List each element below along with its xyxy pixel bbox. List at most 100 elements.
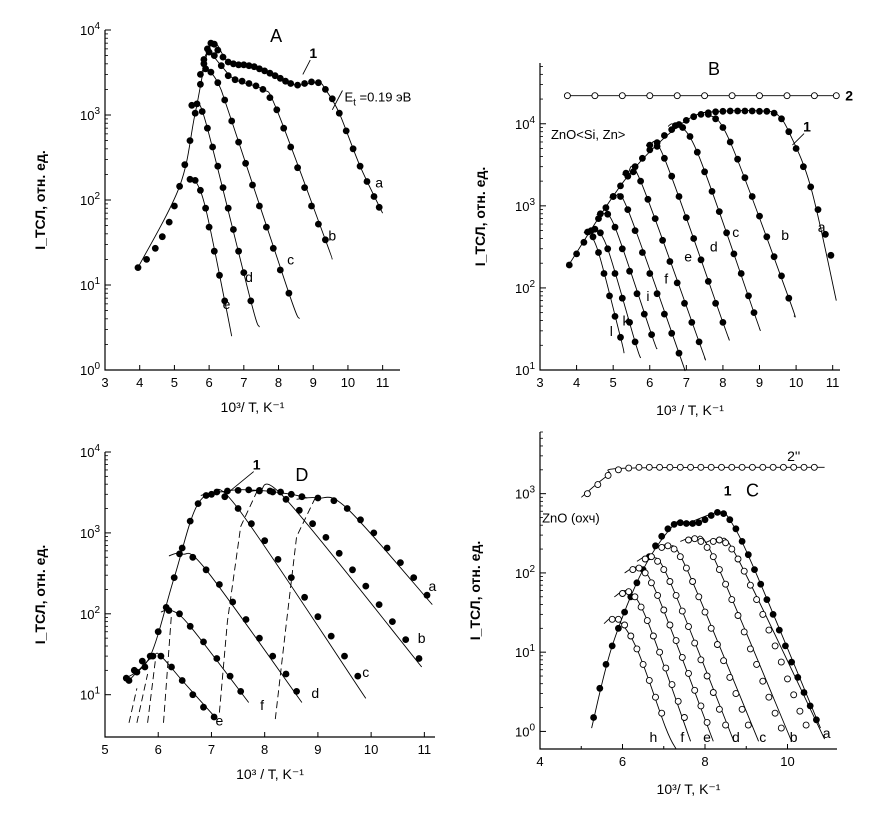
data-point-1 [800, 689, 808, 696]
data-point-2'' [625, 464, 633, 472]
data-point-a [646, 146, 654, 154]
data-point-2'' [666, 463, 674, 471]
data-point-l [584, 228, 591, 236]
data-point-a [631, 163, 639, 171]
data-point-e [641, 569, 649, 577]
data-point-d [668, 172, 676, 180]
data-point-1 [146, 652, 154, 660]
data-point-1 [122, 674, 130, 682]
data-point-l [595, 249, 602, 256]
y-axis-title: I_ТСЛ, отн. ед. [467, 541, 483, 640]
data-point-c [235, 138, 243, 146]
series-label-2: 2 [845, 88, 853, 104]
data-point-c [730, 250, 738, 258]
data-point-1 [726, 516, 734, 524]
data-point-a [784, 675, 791, 683]
data-point-b [771, 709, 779, 717]
axes-frame [104, 30, 400, 371]
data-point-b [728, 596, 736, 604]
series-label-e: e [216, 712, 224, 728]
data-point-d [242, 616, 250, 623]
data-point-f [609, 193, 617, 200]
data-point-a [661, 132, 668, 139]
data-point-c [750, 309, 758, 316]
data-point-f [213, 655, 221, 662]
data-point-b [375, 601, 383, 608]
data-point-1 [202, 492, 210, 499]
panel-title: C [746, 480, 759, 500]
data-point-a [740, 567, 748, 575]
data-point-e [186, 175, 194, 183]
data-point-d [216, 581, 223, 588]
data-point-c [701, 168, 708, 176]
data-point-c [670, 545, 678, 553]
data-point-1 [256, 487, 263, 494]
data-point-h [621, 621, 629, 629]
data-point-a [375, 203, 383, 211]
data-point-b [726, 138, 734, 146]
panel-A-chart: 3 4 5 6 7 8 9 10 11 100 101 102 103 104 10³/ T, K⁻¹ I_Т… [32, 21, 411, 415]
data-point-b [765, 693, 773, 701]
data-point-d [229, 598, 237, 606]
data-point-d [240, 269, 248, 276]
series-label-b: b [790, 729, 798, 745]
data-point-e [666, 621, 674, 629]
x-tick-label: 7 [240, 375, 247, 390]
series-line-l [583, 230, 625, 354]
data-point-d [712, 299, 719, 307]
data-point-a [814, 206, 822, 214]
data-point-d [661, 154, 668, 162]
data-point-a [276, 74, 284, 82]
data-point-1 [162, 604, 170, 611]
data-point-1 [298, 493, 306, 501]
data-point-a [261, 67, 268, 75]
x-axis-title: 10³/ T, K⁻¹ [657, 781, 721, 797]
data-point-k [611, 270, 619, 277]
x-tick-label: 6 [646, 375, 653, 390]
data-point-f [668, 329, 676, 337]
data-point-h [658, 709, 666, 717]
data-point-e [660, 606, 668, 614]
series-label-e: e [684, 249, 692, 265]
series-label-a: a [818, 219, 826, 235]
data-point-a [712, 108, 719, 116]
data-point-e [654, 591, 662, 599]
data-point-b [740, 628, 748, 636]
data-point-d [219, 184, 227, 192]
data-point-b [704, 111, 712, 118]
data-point-d [646, 141, 654, 149]
data-point-2'' [769, 463, 777, 471]
data-point-c [248, 520, 255, 528]
y-tick-label: 104 [80, 21, 100, 38]
data-point-2'' [583, 490, 591, 498]
data-point-1 [287, 490, 295, 498]
data-point-c [726, 673, 734, 681]
data-point-a [322, 86, 329, 93]
data-point-d [269, 652, 277, 660]
data-point-c [274, 556, 282, 563]
data-point-d [188, 101, 196, 109]
y-tick-label: 104 [80, 443, 100, 460]
data-point-l [617, 333, 624, 341]
data-point-c [737, 270, 745, 277]
data-point-a [565, 261, 573, 269]
data-point-e [678, 653, 686, 661]
data-point-d [672, 591, 680, 599]
data-point-f [226, 672, 234, 680]
data-point-c [701, 608, 709, 616]
data-point-a [728, 545, 736, 553]
data-point-2 [618, 92, 626, 100]
data-point-c [287, 574, 295, 581]
data-point-f [176, 610, 183, 618]
data-point-a [271, 72, 279, 80]
x-tick-label: 4 [136, 375, 143, 390]
data-point-c [256, 202, 263, 210]
data-point-a [410, 574, 418, 581]
series-label-a: a [375, 175, 383, 191]
data-point-1 [138, 657, 146, 665]
series-label-f: f [680, 729, 684, 745]
data-point-l [600, 270, 608, 277]
data-point-i [626, 267, 633, 275]
data-point-a [790, 691, 798, 699]
data-point-2'' [707, 463, 715, 471]
